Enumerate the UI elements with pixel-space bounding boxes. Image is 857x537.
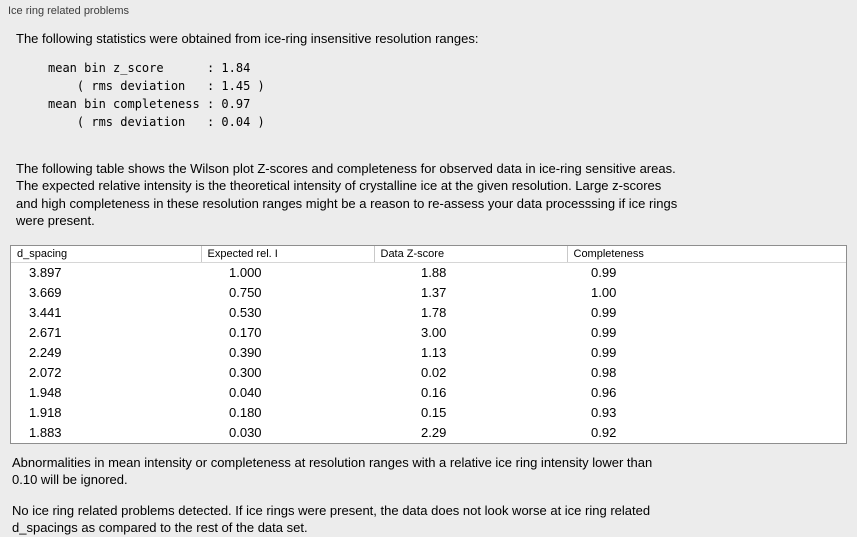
table-cell: 3.441 xyxy=(29,305,62,320)
table-cell: 0.99 xyxy=(591,305,617,320)
table-cell: 0.390 xyxy=(229,345,262,360)
text-line: were present. xyxy=(16,213,95,228)
table-cell: 0.99 xyxy=(591,325,617,340)
panel-title: Ice ring related problems xyxy=(8,5,130,17)
table-cell: 1.37 xyxy=(421,285,447,300)
table-cell: 1.88 xyxy=(421,265,447,281)
table-cell: 1.00 xyxy=(591,285,617,300)
column-header-d-spacing[interactable]: d_spacing xyxy=(11,245,202,263)
table-row[interactable]: 1.948 0.040 0.16 0.96 xyxy=(11,383,846,403)
stats-intro-text: The following statistics were obtained f… xyxy=(16,31,479,46)
table-cell: 3.00 xyxy=(421,325,447,340)
table-cell: 0.99 xyxy=(591,265,617,281)
table-row[interactable]: 2.671 0.170 3.00 0.99 xyxy=(11,323,846,343)
table-cell: 0.040 xyxy=(229,385,262,400)
text-line: ( rms deviation : 0.04 ) xyxy=(48,114,265,129)
table-cell: 0.16 xyxy=(421,385,447,400)
table-cell: 0.170 xyxy=(229,325,262,340)
text-line: ( rms deviation : 1.45 ) xyxy=(48,78,265,93)
table-cell: 0.15 xyxy=(421,405,447,420)
table-cell: 2.249 xyxy=(29,345,62,360)
table-cell: 1.918 xyxy=(29,405,62,420)
table-cell: 0.750 xyxy=(229,285,262,300)
table-header-row: d_spacing Expected rel. I Data Z-score Comp… xyxy=(11,245,846,263)
text-line: Abnormalities in mean intensity or compl… xyxy=(12,454,653,470)
ice-ring-table: d_spacing Expected rel. I Data Z-score Comp… xyxy=(10,244,847,444)
text-line: mean bin z_score : 1.84 xyxy=(48,60,251,75)
table-cell: 0.030 xyxy=(229,425,262,440)
table-row[interactable]: 3.669 0.750 1.37 1.00 xyxy=(11,283,846,303)
table-cell: 0.96 xyxy=(591,385,617,400)
table-cell: 2.072 xyxy=(29,365,62,380)
table-row[interactable]: 2.072 0.300 0.02 0.98 xyxy=(11,363,846,383)
text-line: No ice ring related problems detected. I… xyxy=(12,502,651,518)
table-row[interactable]: 2.249 0.390 1.13 0.99 xyxy=(11,343,846,363)
table-row[interactable]: 1.883 0.030 2.29 0.92 xyxy=(11,423,846,443)
table-cell: 0.530 xyxy=(229,305,262,320)
text-line: The expected relative intensity is the t… xyxy=(16,178,662,193)
column-header-completeness[interactable]: Completeness xyxy=(567,245,846,263)
table-cell: 2.29 xyxy=(421,425,447,440)
table-cell: 1.948 xyxy=(29,385,62,400)
table-cell: 1.78 xyxy=(421,305,447,320)
table-row[interactable]: 3.897 1.000 1.88 0.99 xyxy=(11,263,846,283)
table-cell: 1.13 xyxy=(421,345,447,360)
column-header-expected-rel-i[interactable]: Expected rel. I xyxy=(201,245,375,263)
ignore-threshold-note: Abnormalities in mean intensity or compl… xyxy=(12,454,845,489)
table-cell: 0.92 xyxy=(591,425,617,440)
table-cell: 0.99 xyxy=(591,345,617,360)
table-cell: 0.300 xyxy=(229,365,262,380)
ice-ring-data-table: d_spacing Expected rel. I Data Z-score Comp… xyxy=(11,245,846,443)
table-cell: 0.98 xyxy=(591,365,617,380)
table-cell: 3.897 xyxy=(29,265,62,281)
text-line: The following table shows the Wilson plo… xyxy=(16,160,676,176)
table-row[interactable]: 1.918 0.180 0.15 0.93 xyxy=(11,403,846,423)
table-cell: 2.671 xyxy=(29,325,62,340)
table-cell: 1.000 xyxy=(229,265,262,281)
table-cell: 3.669 xyxy=(29,285,62,300)
table-cell: 0.02 xyxy=(421,365,447,380)
table-cell: 0.180 xyxy=(229,405,262,420)
table-description-text: The following table shows the Wilson plo… xyxy=(16,160,847,230)
stats-block: mean bin z_score : 1.84 ( rms deviation … xyxy=(48,59,857,131)
text-line: d_spacings as compared to the rest of th… xyxy=(12,520,308,535)
column-header-data-z-score[interactable]: Data Z-score xyxy=(374,245,568,263)
conclusion-text: No ice ring related problems detected. I… xyxy=(12,502,845,537)
text-line: and high completeness in these resolutio… xyxy=(16,195,678,211)
table-row[interactable]: 3.441 0.530 1.78 0.99 xyxy=(11,303,846,323)
table-cell: 0.93 xyxy=(591,405,617,420)
table-cell: 1.883 xyxy=(29,425,62,440)
text-line: 0.10 will be ignored. xyxy=(12,472,128,487)
table-body: 3.897 1.000 1.88 0.99 3.669 0.750 1.37 1.00 3.44… xyxy=(11,263,846,443)
text-line: mean bin completeness : 0.97 xyxy=(48,96,251,111)
